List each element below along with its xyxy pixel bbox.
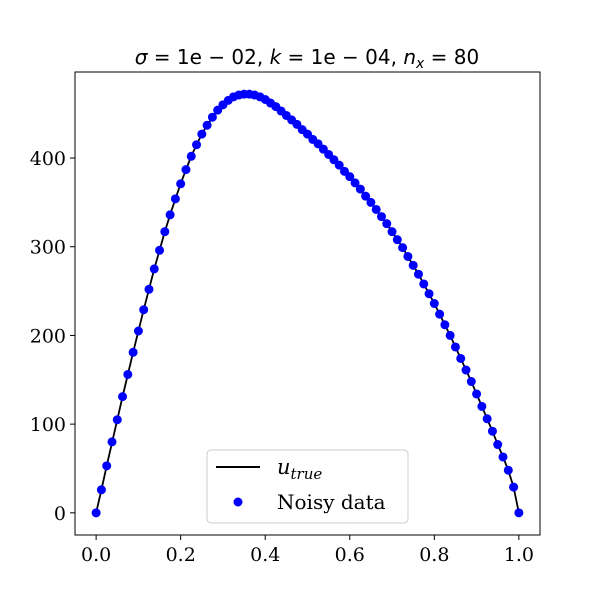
noisy-data-point: [477, 401, 487, 411]
noisy-data-point: [181, 165, 191, 175]
noisy-data-point: [387, 227, 397, 237]
legend-box: [206, 449, 409, 524]
noisy-data-point: [160, 227, 170, 237]
noisy-data-point: [445, 330, 455, 340]
noisy-data-point: [371, 204, 381, 214]
y-tick-label: 100: [30, 414, 66, 436]
legend-label-noisy-data: Noisy data: [277, 490, 386, 514]
noisy-data-point: [440, 320, 450, 330]
noisy-data-point: [334, 160, 344, 170]
noisy-data-point: [419, 279, 429, 289]
x-axis: 0.0 0.2 0.4 0.6 0.8 1.0: [81, 535, 534, 566]
noisy-data-point: [107, 437, 117, 447]
noisy-data-point: [133, 326, 143, 336]
x-tick-label: 0.8: [419, 544, 449, 566]
y-axis: 0 100 200 300 400: [30, 148, 75, 525]
legend: utrue Noisy data: [206, 449, 409, 524]
noisy-data-point: [382, 219, 392, 229]
noisy-data-point: [398, 243, 408, 253]
axes-frame: [74, 71, 541, 536]
noisy-data-point: [112, 415, 122, 425]
noisy-data-point: [461, 365, 471, 375]
x-tick-label: 0.2: [166, 544, 196, 566]
x-tick-label: 0.4: [250, 544, 280, 566]
noisy-data-point: [403, 251, 413, 261]
x-tick-label: 0.6: [335, 544, 365, 566]
noisy-data-point: [207, 112, 217, 122]
noisy-data-point: [424, 289, 434, 299]
noisy-data-point: [139, 305, 149, 315]
y-tick-label: 200: [30, 325, 66, 347]
noisy-data-point: [376, 212, 386, 222]
noisy-data-point: [514, 508, 524, 518]
noisy-data-point: [366, 197, 376, 207]
y-tick-label: 400: [30, 148, 66, 170]
noisy-data-point: [197, 129, 207, 139]
noisy-data-point: [361, 191, 371, 201]
noisy-data-point: [498, 452, 508, 462]
noisy-data-point: [429, 299, 439, 308]
noisy-data-point: [487, 426, 497, 436]
chart-title: σ = 1e − 02, k = 1e − 04, nx = 80: [135, 45, 479, 72]
y-tick-label: 300: [30, 237, 66, 259]
noisy-data-point: [192, 140, 202, 150]
noisy-data-point: [144, 284, 154, 294]
noisy-data-point: [165, 210, 175, 220]
noisy-data-point: [435, 309, 445, 319]
noisy-data-point: [472, 389, 482, 399]
noisy-data-point: [91, 508, 101, 518]
plot-area: [91, 89, 524, 518]
noisy-data-point: [503, 465, 513, 475]
noisy-data-point: [408, 260, 418, 270]
noisy-data-point: [170, 194, 180, 204]
noisy-data-point: [450, 342, 460, 352]
noisy-data-point: [123, 369, 133, 379]
noisy-data-point: [96, 485, 106, 495]
noisy-data-point: [355, 184, 365, 194]
noisy-data-point: [350, 178, 360, 188]
noisy-data-point: [493, 440, 503, 450]
legend-marker-swatch: [233, 497, 243, 507]
y-tick-label: 0: [54, 503, 66, 525]
noisy-data-point: [128, 347, 138, 357]
noisy-data-point: [482, 414, 492, 424]
noisy-data-point: [509, 482, 519, 492]
noisy-data-point: [456, 353, 466, 363]
noisy-data-point: [102, 461, 112, 471]
noisy-data-point: [202, 120, 212, 130]
noisy-data-point: [392, 235, 402, 245]
x-tick-label: 0.0: [81, 544, 111, 566]
noisy-data-point: [149, 264, 159, 274]
noisy-data-point: [186, 151, 196, 161]
legend-label-u-true: utrue: [277, 455, 322, 483]
noisy-data-point: [466, 377, 476, 387]
noisy-data-point: [155, 245, 165, 255]
noisy-data-point: [413, 269, 423, 279]
x-tick-label: 1.0: [504, 544, 534, 566]
noisy-data-point: [345, 172, 355, 182]
noisy-data-point: [118, 392, 128, 402]
noisy-data-point: [176, 179, 186, 189]
